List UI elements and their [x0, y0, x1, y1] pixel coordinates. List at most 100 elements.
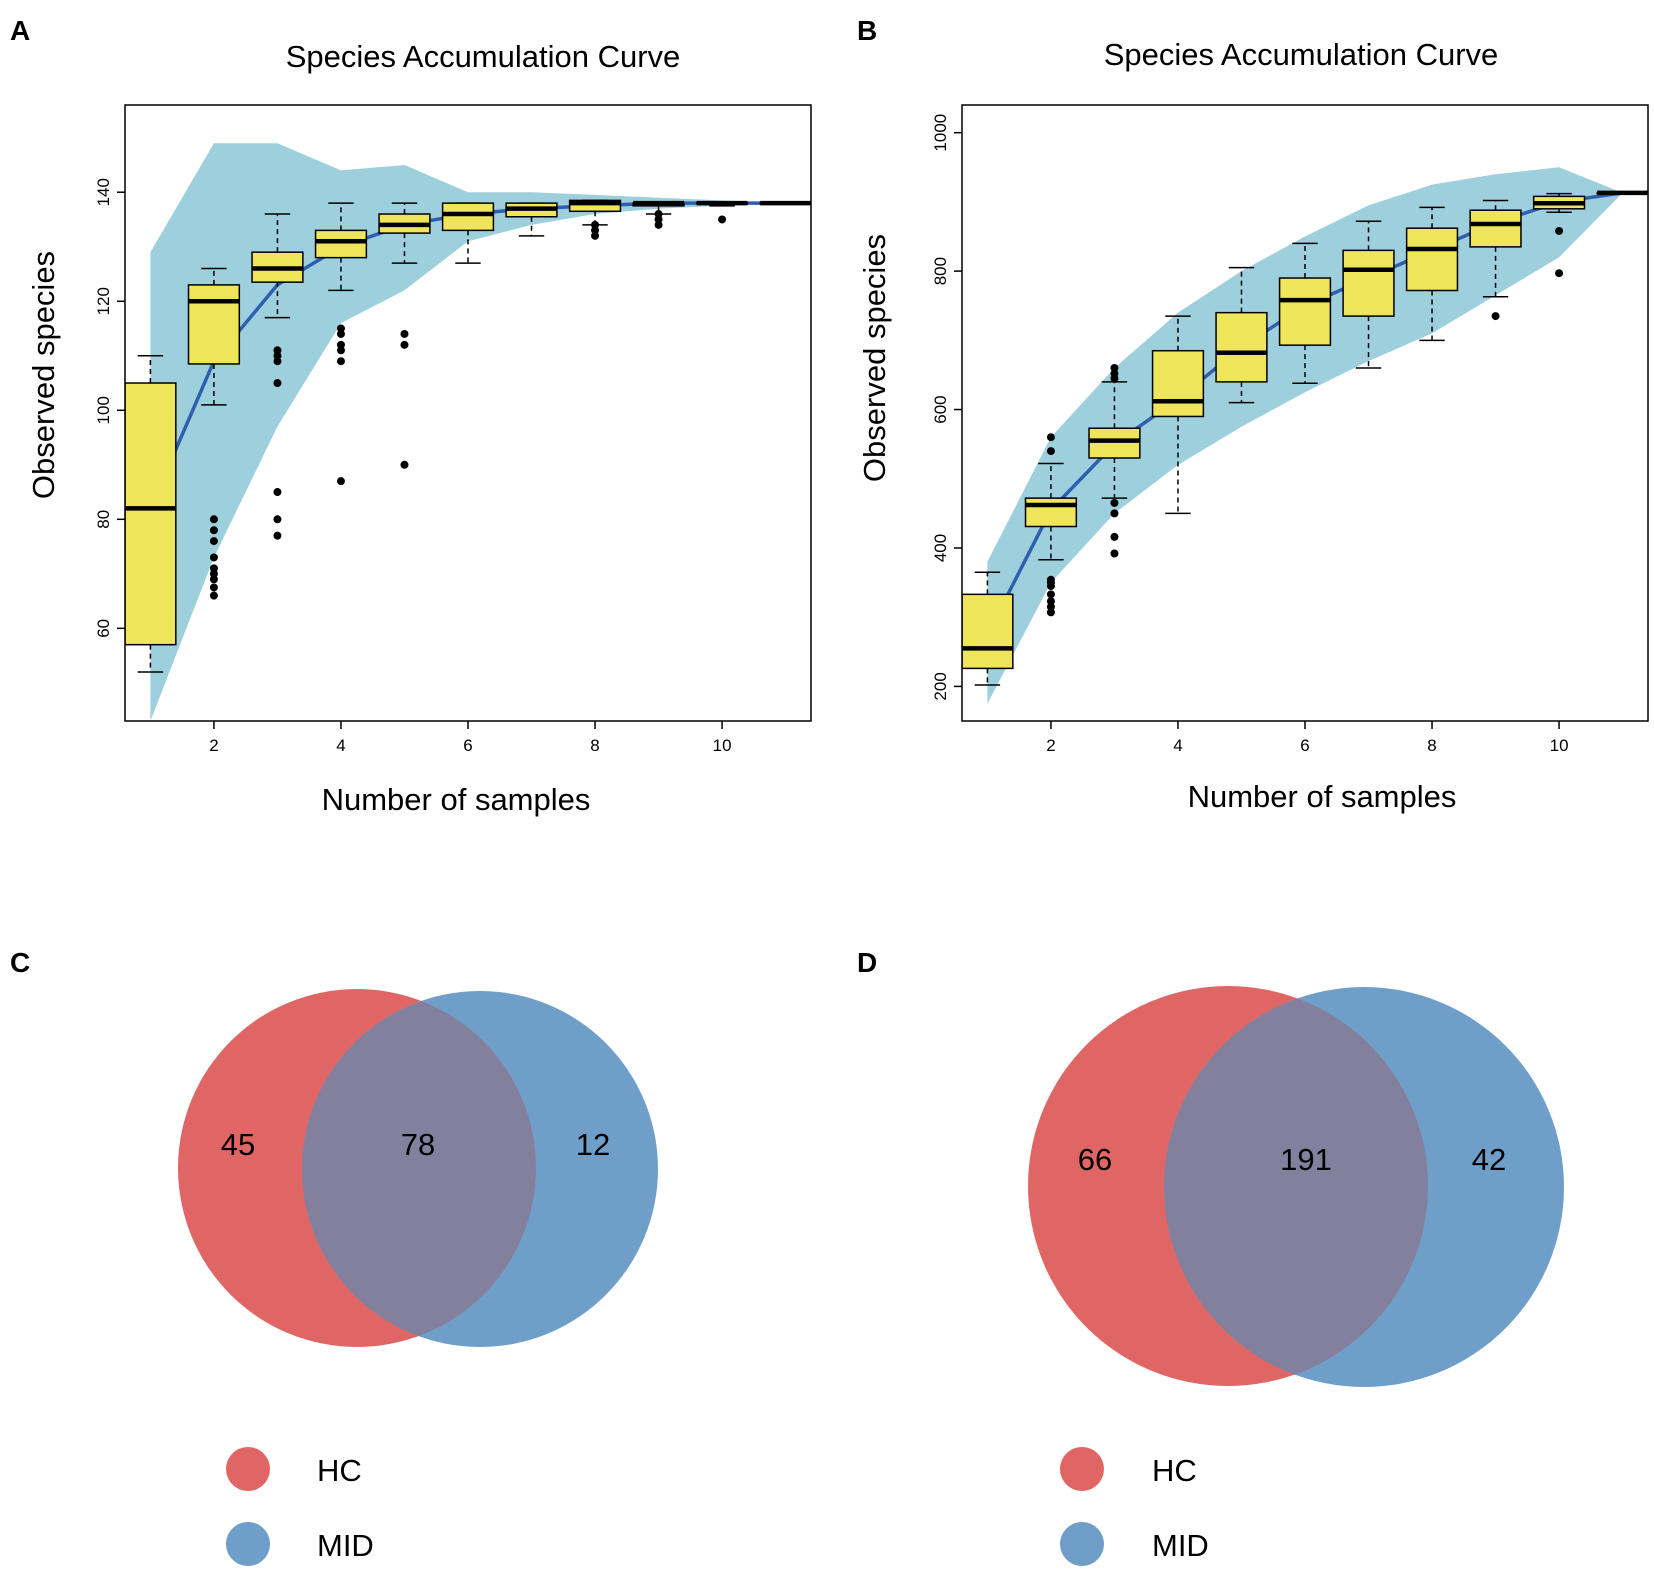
y-tick-label-a-140: 140 [94, 178, 113, 206]
box-a-1 [125, 355, 177, 673]
outlier-point [209, 553, 218, 562]
axes-a: 2 4 6 8 10 60 80 100 120 140 [94, 178, 732, 755]
box-body [314, 229, 368, 259]
box-a-7 [505, 202, 558, 237]
box-body [568, 199, 622, 213]
outlier-point [1046, 608, 1055, 617]
legend-label-hc-d: HC [1152, 1453, 1197, 1488]
box-a-2 [187, 267, 241, 600]
y-tick-label-a-60: 60 [94, 619, 113, 638]
x-tick-label-a-2: 2 [209, 736, 218, 755]
outlier-point [1046, 575, 1055, 584]
plot-content-b [962, 167, 1648, 704]
outlier-point [1046, 590, 1055, 599]
box-b-2 [1024, 433, 1078, 617]
outlier-point [1491, 312, 1500, 321]
plot-area-b [962, 167, 1648, 704]
outlier-point [718, 215, 727, 224]
x-tick-label-b-6: 6 [1300, 736, 1309, 755]
box-body [1088, 427, 1141, 459]
panel-b: B Species Accumulation Curve 2 4 6 8 10 200 40… [857, 15, 1649, 814]
box-b-8 [1405, 206, 1459, 342]
legend-label-mid-d: MID [1152, 1528, 1209, 1563]
venn-diagram-c: 45 78 12 [178, 989, 658, 1347]
venn-diagram-d: 66 191 42 [1028, 986, 1564, 1387]
legend-swatch-mid-c [226, 1522, 270, 1566]
box-b-9 [1469, 199, 1522, 321]
outlier-point [1046, 597, 1055, 606]
outlier-point [336, 357, 345, 366]
box-a-5 [378, 202, 431, 469]
venn-overlap-c [302, 1000, 536, 1337]
outlier-point [1110, 364, 1119, 373]
plot-title-b: Species Accumulation Curve [1104, 37, 1499, 72]
outlier-point [1110, 532, 1119, 541]
outlier-point [1110, 549, 1119, 558]
outlier-point [1110, 509, 1119, 518]
axes-b: 2 4 6 8 10 200 400 600 800 1000 [931, 114, 1569, 755]
x-tick-label-b-2: 2 [1046, 736, 1055, 755]
box-b-3 [1088, 364, 1141, 558]
x-tick-label-b-10: 10 [1550, 736, 1569, 755]
panel-letter-a: A [10, 15, 30, 46]
y-tick-label-a-120: 120 [94, 287, 113, 315]
legend-d: HC MID [1060, 1447, 1209, 1566]
venn-count-intersection-d: 191 [1280, 1142, 1332, 1177]
x-tick-label-b-4: 4 [1173, 736, 1182, 755]
plot-title-a: Species Accumulation Curve [286, 39, 681, 74]
box-b-10 [1532, 192, 1586, 278]
x-tick-label-a-4: 4 [336, 736, 345, 755]
y-axis-label-b: Observed species [857, 234, 892, 482]
y-tick-label-b-800: 800 [931, 257, 950, 285]
y-tick-label-b-1000: 1000 [931, 114, 950, 152]
outlier-point [336, 477, 345, 486]
x-tick-label-a-10: 10 [713, 736, 732, 755]
venn-count-hc-only-c: 45 [221, 1127, 255, 1162]
box-b-11 [1596, 190, 1648, 196]
panel-c: C 45 78 12 HC MID [10, 947, 658, 1566]
outlier-point [1046, 602, 1055, 611]
legend-label-mid-c: MID [317, 1528, 374, 1563]
box-a-3 [251, 213, 304, 540]
box-body [1342, 249, 1395, 317]
outlier-point [273, 346, 282, 355]
legend-label-hc-c: HC [317, 1453, 362, 1488]
box-b-1 [962, 571, 1014, 686]
x-tick-label-a-8: 8 [590, 736, 599, 755]
outlier-point [1046, 433, 1055, 442]
box-body [441, 202, 495, 232]
box-a-11 [759, 200, 811, 206]
outlier-point [400, 329, 409, 338]
y-tick-label-b-400: 400 [931, 534, 950, 562]
x-axis-label-a: Number of samples [322, 782, 591, 817]
x-axis-label-b: Number of samples [1188, 779, 1457, 814]
outlier-point [209, 515, 218, 524]
box-b-4 [1151, 315, 1205, 515]
panel-letter-b: B [857, 15, 877, 46]
y-axis-label-a: Observed species [26, 251, 61, 499]
venn-overlap-d [1164, 998, 1428, 1375]
box-body [1469, 209, 1522, 248]
box-a-8 [568, 199, 622, 240]
outlier-point [1110, 369, 1119, 378]
y-tick-label-b-200: 200 [931, 672, 950, 700]
box-body [1278, 277, 1332, 346]
outlier-point [654, 210, 663, 219]
box-a-4 [314, 202, 368, 486]
box-b-6 [1278, 242, 1332, 384]
outlier-point [591, 220, 600, 229]
box-body [1151, 349, 1205, 418]
outlier-point [273, 488, 282, 497]
panel-d: D 66 191 42 HC MID [857, 947, 1564, 1566]
venn-count-hc-only-d: 66 [1078, 1142, 1112, 1177]
confidence-ribbon-b [987, 167, 1623, 704]
y-tick-label-a-100: 100 [94, 396, 113, 424]
panel-a: A Species Accumulation Curve 2 4 6 8 10 60 80 1… [10, 15, 812, 817]
outlier-point [400, 460, 409, 469]
venn-count-mid-only-d: 42 [1472, 1142, 1506, 1177]
box-body [1024, 497, 1078, 528]
outlier-point [273, 379, 282, 388]
box-body [1215, 311, 1268, 383]
outlier-point [1555, 269, 1564, 278]
